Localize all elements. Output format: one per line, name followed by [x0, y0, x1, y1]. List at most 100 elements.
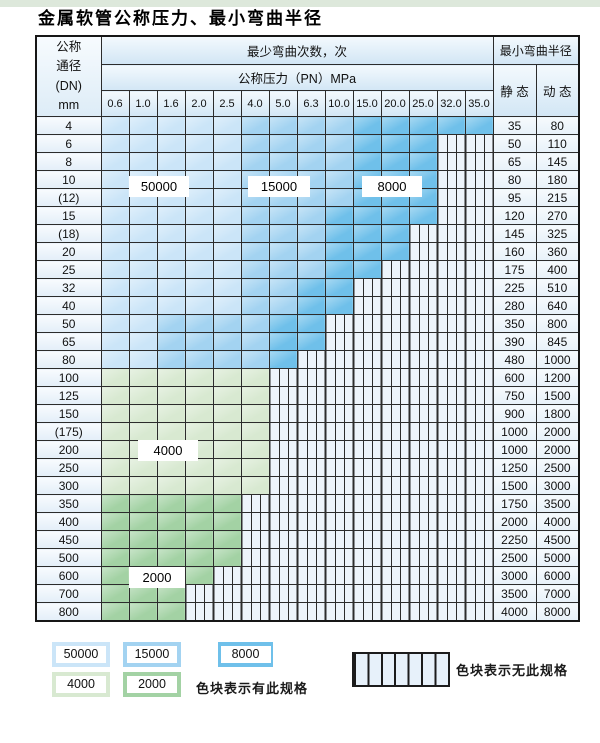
dynamic-radius-cell: 510: [535, 278, 580, 297]
spec-cell: [100, 584, 130, 603]
spec-cell: [352, 242, 382, 261]
no-spec-cell: [436, 224, 466, 243]
no-spec-cell: [436, 152, 466, 171]
spec-cell: [324, 152, 354, 171]
spec-cell: [324, 224, 354, 243]
no-spec-cell: [408, 422, 438, 441]
no-spec-cell: [408, 458, 438, 477]
spec-cell: [100, 440, 130, 459]
table-row: 32 225 510: [35, 278, 580, 297]
no-spec-cell: [408, 602, 438, 622]
spec-cell: [268, 314, 298, 333]
spec-cell: [100, 476, 130, 495]
spec-cell: [100, 368, 130, 387]
spec-cell: [100, 260, 130, 279]
spec-cell: [240, 296, 270, 315]
no-spec-cell: [464, 206, 494, 225]
spec-cell: [184, 494, 214, 513]
pressure-tick: 6.3: [296, 90, 326, 117]
spec-cell: [380, 152, 410, 171]
dn-header: 公称 通径 (DN) mm: [35, 35, 102, 117]
spec-cell: [184, 152, 214, 171]
no-spec-cell: [408, 566, 438, 585]
no-spec-cell: [296, 368, 326, 387]
spec-cell: [128, 422, 158, 441]
spec-cell: [408, 152, 438, 171]
no-spec-cell: [436, 170, 466, 189]
pressure-cycles-table: 公称 通径 (DN) mm 最少弯曲次数，次 最小弯曲半径 公称压力（PN）MPa 静 态动 …: [35, 35, 580, 622]
no-spec-cell: [268, 548, 298, 567]
legend-has-spec-text: 色块表示有此规格: [196, 681, 309, 696]
static-radius-cell: 3500: [492, 584, 537, 603]
spec-cell: [156, 404, 186, 423]
spec-cell: [156, 152, 186, 171]
spec-cell: [408, 116, 438, 135]
table-row: 450 2250 4500: [35, 530, 580, 549]
static-radius-cell: 1750: [492, 494, 537, 513]
dynamic-radius-cell: 640: [535, 296, 580, 315]
spec-cell: [184, 566, 214, 585]
spec-cell: [128, 458, 158, 477]
spec-table: 公称 通径 (DN) mm 最少弯曲次数，次 最小弯曲半径 公称压力（PN）MPa 静 态动 …: [35, 35, 580, 622]
no-spec-cell: [352, 368, 382, 387]
dn-cell: 125: [35, 386, 102, 405]
no-spec-cell: [436, 602, 466, 622]
spec-cell: [324, 260, 354, 279]
spec-cell: [296, 278, 326, 297]
no-spec-cell: [464, 404, 494, 423]
dn-cell: 150: [35, 404, 102, 423]
table-row: 65 390 845: [35, 332, 580, 351]
no-spec-cell: [436, 386, 466, 405]
spec-cell: [212, 134, 242, 153]
static-radius-cell: 2500: [492, 548, 537, 567]
spec-cell: [128, 134, 158, 153]
no-spec-cell: [464, 278, 494, 297]
no-spec-cell: [380, 584, 410, 603]
spec-cell: [212, 404, 242, 423]
static-radius-cell: 480: [492, 350, 537, 369]
no-spec-cell: [380, 476, 410, 495]
spec-cell: [184, 368, 214, 387]
dynamic-radius-cell: 1000: [535, 350, 580, 369]
no-spec-cell: [464, 188, 494, 207]
table-row: 6 50 110: [35, 134, 580, 153]
no-spec-cell: [436, 332, 466, 351]
dn-cell: 450: [35, 530, 102, 549]
no-spec-cell: [380, 530, 410, 549]
dn-cell: 500: [35, 548, 102, 567]
no-spec-cell: [268, 422, 298, 441]
no-spec-cell: [380, 386, 410, 405]
no-spec-cell: [408, 242, 438, 261]
spec-cell: [100, 224, 130, 243]
table-row: 200 1000 2000: [35, 440, 580, 459]
no-spec-cell: [352, 296, 382, 315]
no-spec-cell: [324, 584, 354, 603]
dn-cell: 300: [35, 476, 102, 495]
table-row: 20 160 360: [35, 242, 580, 261]
no-spec-cell: [268, 476, 298, 495]
dynamic-radius-cell: 2500: [535, 458, 580, 477]
region-label-15000: 15000: [248, 176, 310, 197]
no-spec-cell: [352, 512, 382, 531]
spec-cell: [184, 188, 214, 207]
no-spec-cell: [352, 350, 382, 369]
no-spec-cell: [380, 314, 410, 333]
spec-cell: [156, 206, 186, 225]
static-radius-cell: 65: [492, 152, 537, 171]
no-spec-cell: [464, 386, 494, 405]
spec-cell: [380, 134, 410, 153]
pressure-tick: 15.0: [352, 90, 382, 117]
no-spec-cell: [464, 314, 494, 333]
spec-cell: [436, 116, 466, 135]
dn-cell: 20: [35, 242, 102, 261]
spec-cell: [212, 368, 242, 387]
static-radius-cell: 95: [492, 188, 537, 207]
no-spec-cell: [464, 584, 494, 603]
spec-cell: [268, 224, 298, 243]
no-spec-cell: [352, 404, 382, 423]
dynamic-radius-cell: 3000: [535, 476, 580, 495]
static-radius-cell: 390: [492, 332, 537, 351]
no-spec-cell: [324, 314, 354, 333]
static-radius-cell: 80: [492, 170, 537, 189]
static-radius-cell: 1000: [492, 422, 537, 441]
